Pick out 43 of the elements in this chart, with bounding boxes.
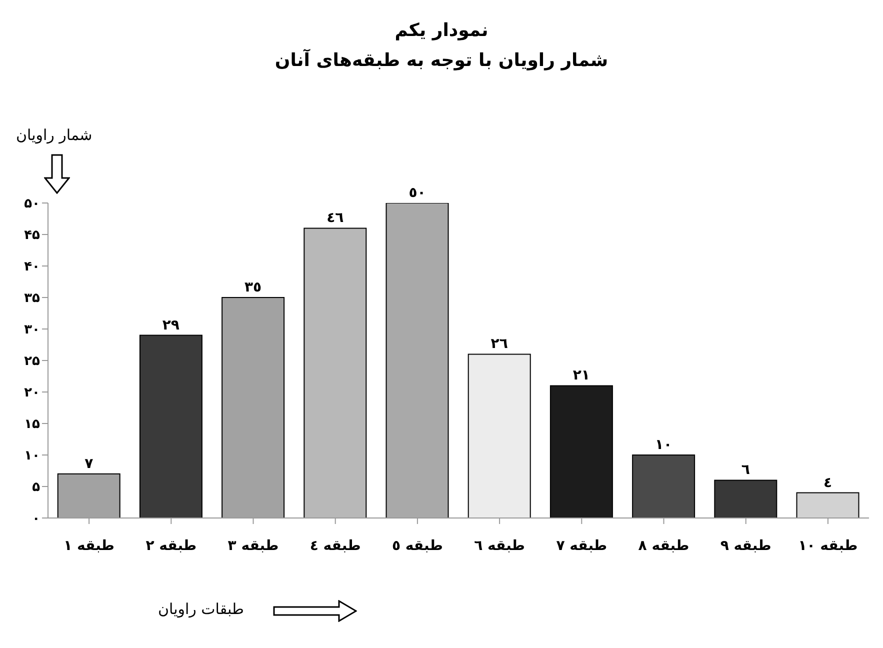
y-tick-label: ۵۰ [24,196,40,212]
x-tick-label: طبقه ٤ [310,538,361,554]
data-label: ٥٠ [408,185,426,201]
data-label: ١٠ [655,437,672,453]
bar [632,454,696,518]
x-tick-label: طبقه ١ [64,538,114,554]
x-tick-label: طبقه ٦ [474,538,525,554]
y-tick-label: ۲۰ [24,386,40,401]
x-tick-label: طبقه ٨ [638,538,690,554]
y-tick-label: ۴۵ [24,228,40,244]
y-tick-label: ۳۰ [24,322,40,338]
x-tick-label: طبقه ٧ [556,538,608,554]
bar [796,492,860,518]
y-tick-label: ۴۰ [24,260,40,275]
data-label: ٢١ [572,368,590,384]
y-axis-title: شمار راویان [16,126,92,144]
x-tick-label: طبقه ٢ [146,538,197,554]
bar [304,228,367,518]
bar [468,354,531,518]
bar [714,480,778,518]
data-label: ٧ [84,456,94,472]
data-label: ٣٥ [244,280,262,296]
y-tick-label: ۳۵ [24,291,40,306]
chart-subtitle: شمار راویان با توجه به طبقه‌های آنان [274,50,610,71]
data-label: ٢٦ [490,336,508,352]
x-tick-label: طبقه ١٠ [798,538,858,554]
x-axis-title: طبقات راویان [158,600,244,618]
chart-title: نمودار یکم [394,20,490,41]
y-tick-label: ۱۵ [24,417,40,432]
y-tick-label: ۵ [32,480,40,496]
bar [386,203,449,518]
y-tick-label: ۲۵ [24,354,40,370]
x-tick-label: طبقه ٩ [720,538,772,554]
data-label: ٤٦ [326,210,344,226]
y-tick-label: ۱۰ [24,448,40,464]
data-label: ٦ [741,462,750,478]
bar [139,334,202,518]
y-tick-label: ۰ [32,512,40,527]
x-tick-label: طبقه ٥ [392,538,443,554]
data-label: ٢٩ [162,317,180,334]
x-tick-label: طبقه ٣ [228,538,279,554]
bar [550,385,613,518]
data-label: ٤ [823,474,832,491]
